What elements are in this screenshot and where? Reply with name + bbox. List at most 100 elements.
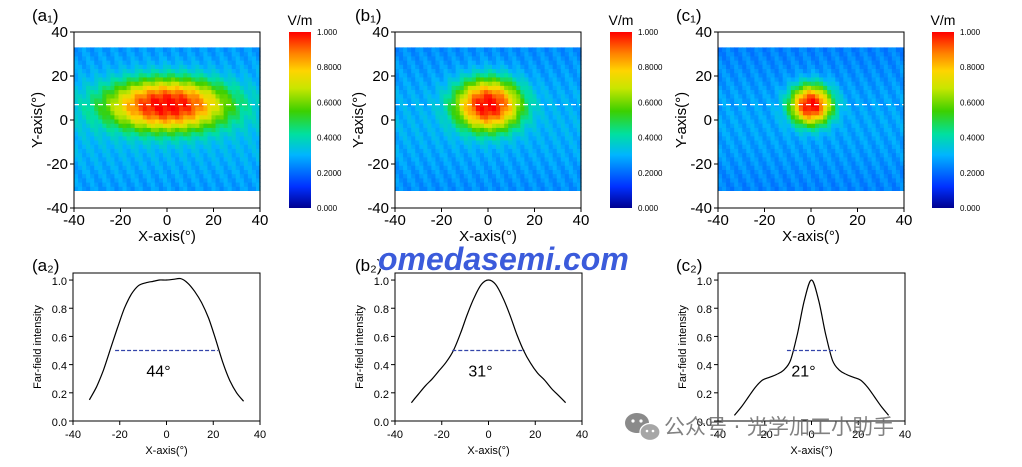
heatmap-cell	[138, 110, 144, 116]
heatmap-cell	[235, 51, 241, 57]
heatmap-cell	[411, 181, 416, 187]
heatmap-cell	[576, 89, 582, 95]
heatmap-cell	[463, 186, 469, 191]
heatmap-cell	[219, 60, 225, 65]
heatmap-cell	[439, 135, 445, 141]
heatmap-cell	[730, 68, 735, 74]
heatmap-cell	[142, 152, 148, 158]
heatmap-cell	[86, 110, 91, 116]
heatmap-cell	[786, 114, 792, 120]
heatmap-cell	[106, 181, 111, 187]
heatmap-cell	[734, 97, 739, 103]
heatmap-cell	[239, 135, 245, 141]
heatmap-cell	[887, 123, 893, 128]
heatmap-cell	[726, 127, 731, 133]
heatmap-cell	[415, 148, 420, 154]
heatmap-cell	[790, 64, 796, 70]
heatmap-cell	[118, 114, 124, 120]
heatmap-cell	[475, 169, 481, 175]
heatmap-cell	[231, 81, 237, 86]
heatmap-cell	[243, 135, 249, 141]
heatmap-cell	[203, 47, 209, 53]
heatmap-cell	[483, 97, 489, 103]
heatmap-cell	[835, 102, 840, 107]
heatmap-cell	[879, 106, 885, 112]
heatmap-cell	[524, 165, 530, 170]
heatmap-cell	[778, 148, 784, 154]
heatmap-cell	[504, 102, 509, 107]
heatmap-cell	[572, 181, 578, 187]
heatmap-cell	[855, 123, 861, 128]
heatmap-cell	[524, 135, 530, 141]
heatmap-cell	[158, 181, 164, 187]
heatmap-cell	[455, 76, 461, 82]
heatmap-cell	[215, 177, 221, 183]
heatmap-cell	[738, 60, 743, 65]
heatmap-cell	[766, 60, 772, 65]
heatmap-cell	[831, 177, 836, 183]
heatmap-cell	[130, 181, 136, 187]
heatmap-cell	[86, 156, 91, 162]
heatmap-ylabel: Y-axis(°)	[29, 92, 46, 148]
heatmap-cell	[839, 60, 844, 65]
heatmap-cell	[179, 139, 184, 145]
heatmap-cell	[847, 51, 853, 57]
heatmap-cell	[235, 160, 241, 166]
heatmap-cell	[851, 165, 857, 170]
heatmap-cell	[479, 114, 485, 120]
heatmap-cell	[576, 106, 582, 112]
heatmap-cell	[435, 148, 441, 154]
heatmap-cell	[207, 72, 213, 78]
heatmap-cell	[568, 186, 574, 191]
heatmap-cell	[576, 85, 582, 91]
heatmap-cell	[560, 97, 566, 103]
heatmap-cell	[815, 93, 820, 99]
heatmap-cell	[231, 123, 237, 128]
heatmap-cell	[171, 64, 176, 70]
heatmap-cell	[114, 173, 120, 179]
heatmap-cell	[195, 85, 200, 91]
heatmap-cell	[576, 169, 582, 175]
heatmap-cell	[211, 160, 217, 166]
heatmap-cell	[770, 51, 776, 57]
heatmap-cell	[879, 51, 885, 57]
heatmap-cell	[524, 110, 530, 116]
heatmap-cell	[863, 97, 869, 103]
heatmap-cell	[175, 127, 180, 133]
heatmap-cell	[106, 156, 111, 162]
heatmap-cell	[572, 85, 578, 91]
heatmap-cell	[407, 123, 412, 128]
heatmap-cell	[415, 60, 420, 65]
heatmap-cell	[770, 85, 776, 91]
heatmap-cell	[762, 89, 768, 95]
heatmap-cell	[403, 72, 408, 78]
heatmap-cell	[231, 152, 237, 158]
heatmap-cell	[247, 72, 253, 78]
heatmap-cell	[114, 152, 120, 158]
heatmap-cell	[175, 51, 180, 57]
heatmap-cell	[78, 110, 83, 116]
heatmap-cell	[399, 106, 404, 112]
heatmap-cell	[855, 118, 861, 124]
heatmap-cell	[883, 123, 889, 128]
heatmap-cell	[839, 152, 844, 158]
heatmap-cell	[158, 76, 164, 82]
heatmap-cell	[146, 135, 152, 141]
heatmap-cell	[211, 123, 217, 128]
heatmap-cell	[447, 85, 453, 91]
heatmap-cell	[879, 123, 885, 128]
heatmap-cell	[455, 64, 461, 70]
heatmap-cell	[843, 118, 848, 124]
heatmap-cell	[492, 148, 497, 154]
heatmap-cell	[199, 64, 204, 70]
heatmap-cell	[207, 144, 213, 149]
heatmap-cell	[251, 114, 257, 120]
heatmap-cell	[179, 55, 184, 61]
intensity-curve	[733, 279, 890, 416]
heatmap-cell	[492, 72, 497, 78]
heatmap-cell	[730, 165, 735, 170]
heatmap-cell	[142, 72, 148, 78]
heatmap-cell	[746, 85, 751, 91]
heatmap-cell	[243, 160, 249, 166]
heatmap-cell	[778, 64, 784, 70]
